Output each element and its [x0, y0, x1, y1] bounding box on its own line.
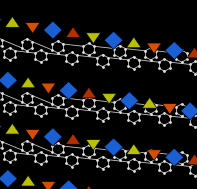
Polygon shape — [5, 16, 20, 27]
Polygon shape — [0, 71, 17, 89]
Polygon shape — [102, 93, 117, 104]
Polygon shape — [162, 104, 177, 114]
Polygon shape — [5, 123, 20, 134]
Polygon shape — [41, 181, 56, 189]
Polygon shape — [66, 133, 81, 144]
Polygon shape — [81, 87, 96, 98]
Polygon shape — [59, 81, 78, 100]
Polygon shape — [147, 43, 162, 54]
Polygon shape — [0, 170, 17, 188]
Polygon shape — [0, 11, 2, 29]
Polygon shape — [41, 83, 56, 94]
Polygon shape — [120, 92, 139, 110]
Polygon shape — [21, 175, 36, 186]
Polygon shape — [187, 47, 197, 58]
Polygon shape — [86, 33, 101, 44]
Polygon shape — [165, 41, 184, 60]
Polygon shape — [25, 23, 40, 33]
Polygon shape — [147, 150, 162, 161]
Polygon shape — [126, 37, 141, 48]
Polygon shape — [86, 140, 101, 150]
Polygon shape — [142, 97, 157, 108]
Polygon shape — [104, 31, 123, 49]
Polygon shape — [126, 144, 141, 154]
Polygon shape — [21, 77, 36, 88]
Polygon shape — [0, 118, 2, 136]
Polygon shape — [25, 129, 40, 140]
Polygon shape — [66, 27, 81, 37]
Polygon shape — [81, 185, 96, 189]
Polygon shape — [165, 148, 184, 166]
Polygon shape — [104, 138, 123, 156]
Polygon shape — [187, 154, 197, 165]
Polygon shape — [59, 180, 78, 189]
Polygon shape — [43, 21, 62, 39]
Polygon shape — [181, 102, 197, 120]
Polygon shape — [43, 128, 62, 146]
